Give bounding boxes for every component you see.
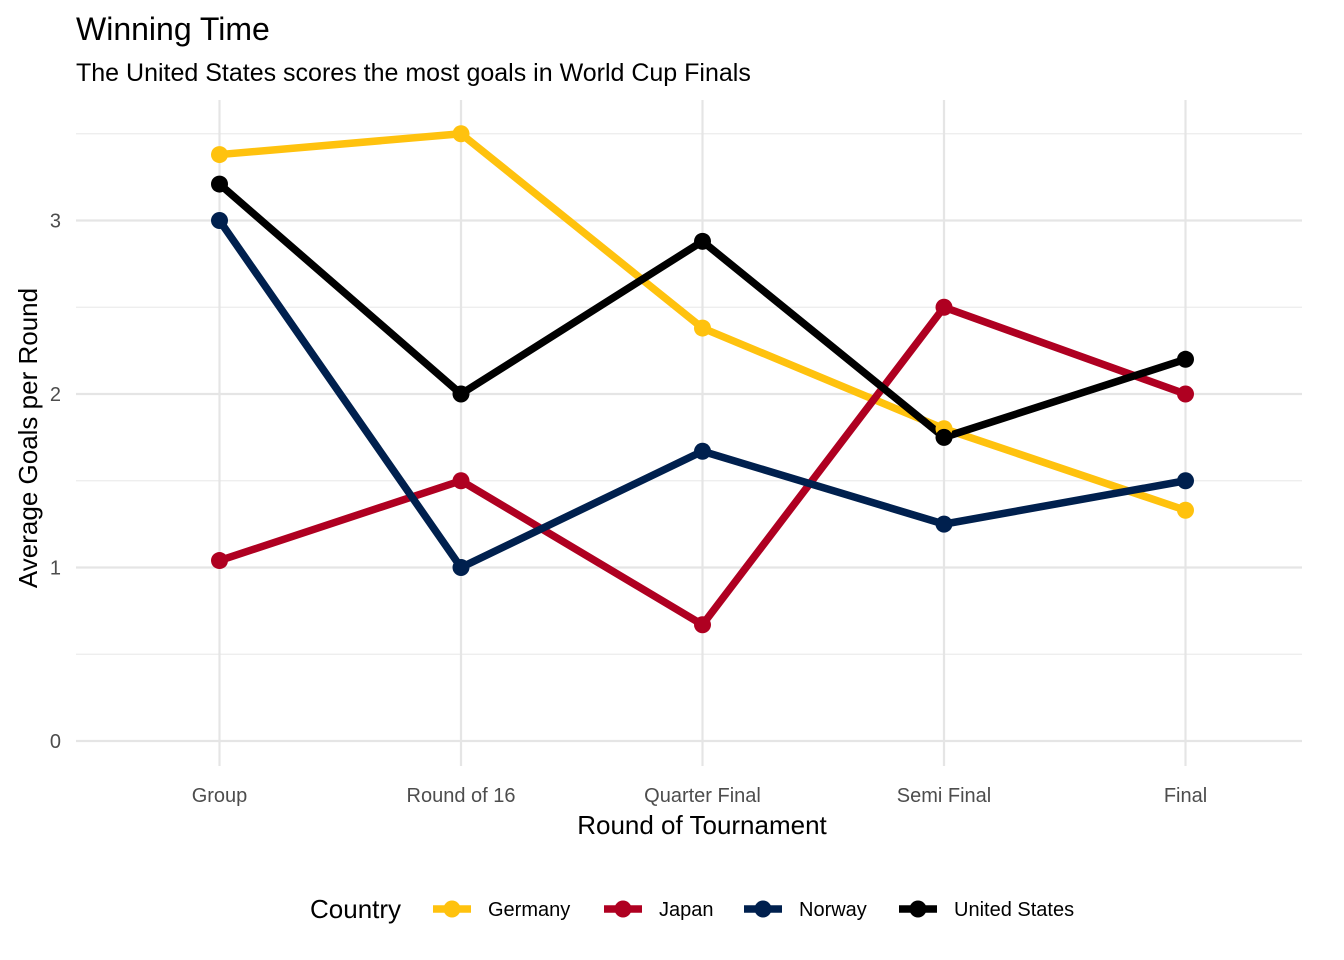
chart-title: Winning Time [76, 11, 270, 47]
data-point [935, 428, 953, 446]
x-tick-label: Quarter Final [644, 785, 761, 807]
data-point [935, 298, 953, 316]
data-point [935, 515, 953, 533]
data-point [452, 125, 470, 143]
legend-label: Germany [488, 899, 570, 921]
legend-label: Norway [799, 899, 867, 921]
x-tick-label: Round of 16 [407, 785, 516, 807]
x-axis-title: Round of Tournament [577, 810, 827, 840]
major-gridlines [76, 100, 1302, 766]
data-point [452, 385, 470, 403]
data-point [452, 559, 470, 576]
legend-title: Country [310, 894, 401, 924]
y-axis-title: Average Goals per Round [13, 288, 43, 588]
legend-key-point [614, 900, 632, 918]
data-point [694, 442, 711, 460]
legend-key-point [754, 900, 772, 918]
chart-subtitle: The United States scores the most goals … [76, 59, 751, 87]
y-tick-label: 2 [50, 384, 61, 406]
y-tick-label: 3 [50, 211, 61, 233]
series-points [211, 125, 1194, 634]
y-tick-labels: 0 1 2 3 [50, 211, 61, 754]
data-point [1177, 501, 1194, 519]
legend-key-point [909, 900, 927, 918]
x-tick-labels: Group Round of 16 Quarter Final Semi Final F… [192, 785, 1207, 807]
x-tick-label: Semi Final [897, 785, 991, 807]
y-tick-label: 0 [50, 731, 61, 753]
legend: Country Germany Japan Norway United States [310, 894, 1074, 924]
data-point [694, 232, 711, 250]
data-point [1177, 385, 1194, 403]
legend-label: Japan [659, 899, 714, 921]
y-tick-label: 1 [50, 558, 61, 580]
data-point [211, 175, 228, 193]
data-point [1177, 350, 1194, 368]
data-point [211, 552, 228, 570]
x-tick-label: Final [1164, 785, 1207, 807]
data-point [452, 472, 470, 490]
data-point [211, 146, 228, 164]
data-point [211, 212, 228, 229]
legend-key-point [443, 900, 461, 918]
data-point [694, 616, 711, 634]
data-point [1177, 472, 1194, 490]
legend-label: United States [954, 899, 1074, 921]
data-point [694, 319, 711, 337]
x-tick-label: Group [192, 785, 248, 807]
